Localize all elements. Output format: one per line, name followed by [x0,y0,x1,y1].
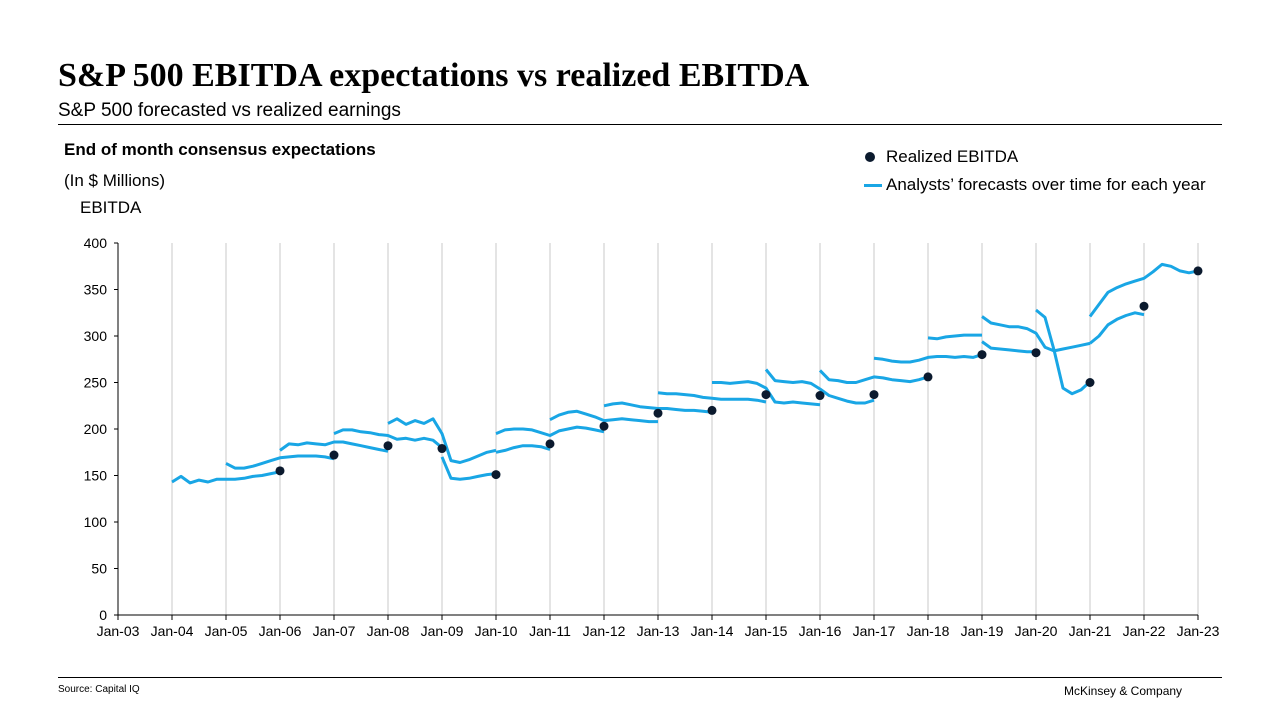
x-tick-label: Jan-04 [151,623,194,639]
forecast-line [333,428,443,449]
realized-point [977,350,987,360]
forecast-line [495,425,605,437]
realized-point [545,439,555,449]
x-tick-label: Jan-10 [475,623,518,639]
x-tick-label: Jan-14 [691,623,734,639]
x-tick-label: Jan-15 [745,623,788,639]
forecast-line [873,353,983,364]
x-tick-label: Jan-11 [529,623,571,639]
realized-point [599,421,609,431]
realized-point [707,405,717,415]
chart-title: S&P 500 EBITDA expectations vs realized … [58,57,810,94]
footer-divider [58,677,1222,678]
forecast-line [712,380,821,407]
realized-point [1031,348,1041,358]
forecast-line [1089,311,1145,345]
forecast-line [279,440,389,453]
x-tick-label: Jan-03 [97,623,140,639]
forecast-line [1035,308,1092,396]
x-tick-label: Jan-20 [1015,623,1058,639]
y-tick-label: 350 [84,282,108,298]
y-tick-label: 100 [84,514,108,530]
forecast-line [927,333,982,341]
x-tick-label: Jan-13 [637,623,680,639]
x-tick-label: Jan-07 [313,623,356,639]
forecast-line [981,315,1091,353]
forecast-line [225,454,335,470]
realized-point [923,372,933,382]
y-tick-label: 300 [84,328,108,344]
legend: Realized EBITDA Analysts’ forecasts over… [864,143,1206,199]
x-tick-label: Jan-16 [799,623,842,639]
legend-line-marker [864,183,882,187]
realized-point [1139,301,1149,311]
y-tick-label: 0 [99,607,107,623]
x-tick-label: Jan-23 [1177,623,1220,639]
realized-point [653,408,663,418]
realized-point [437,444,447,454]
realized-point [1085,378,1095,387]
brand-name: McKinsey & Company [1064,684,1183,698]
panel-title: End of month consensus expectations [64,140,376,159]
x-tick-label: Jan-22 [1123,623,1166,639]
forecast-line [549,409,658,424]
realized-point [1193,266,1203,276]
y-tick-label: 250 [84,375,108,391]
y-tick-label: 200 [84,421,108,437]
forecast-line [818,369,929,384]
realized-point [491,470,501,480]
x-tick-label: Jan-09 [421,623,464,639]
x-tick-label: Jan-18 [907,623,950,639]
legend-item-forecasts: Analysts’ forecasts over time for each y… [864,171,1206,199]
x-tick-label: Jan-17 [853,623,896,639]
realized-point [869,390,879,400]
units-label: (In $ Millions) [64,171,166,190]
forecast-line [981,340,1036,354]
forecast-line [764,368,875,405]
y-tick-label: 50 [91,561,107,577]
legend-label-realized: Realized EBITDA [886,147,1019,166]
forecast-line [1088,262,1199,318]
forecast-line [387,417,497,464]
legend-item-realized: Realized EBITDA [864,143,1206,171]
x-tick-label: Jan-12 [583,623,626,639]
realized-point [761,390,771,400]
header-divider [58,124,1222,125]
x-tick-label: Jan-19 [961,623,1004,639]
source-note: Source: Capital IQ [58,684,140,695]
realized-point [275,466,285,476]
x-tick-label: Jan-05 [205,623,248,639]
x-tick-label: Jan-21 [1069,623,1112,639]
realized-point [383,441,393,451]
forecast-line [495,444,551,454]
legend-dot-marker [865,152,875,162]
forecast-line [657,391,767,404]
realized-point [815,391,825,401]
y-axis-label: EBITDA [80,198,142,217]
y-tick-label: 400 [84,235,108,251]
x-tick-label: Jan-08 [367,623,410,639]
forecast-line [171,470,281,485]
realized-point [329,450,339,460]
forecast-line [603,401,713,414]
chart-subtitle: S&P 500 forecasted vs realized earnings [58,100,401,121]
legend-label-forecasts: Analysts’ forecasts over time for each y… [886,175,1206,194]
y-tick-label: 150 [84,468,108,484]
forecast-line [440,456,497,481]
x-tick-label: Jan-06 [259,623,302,639]
